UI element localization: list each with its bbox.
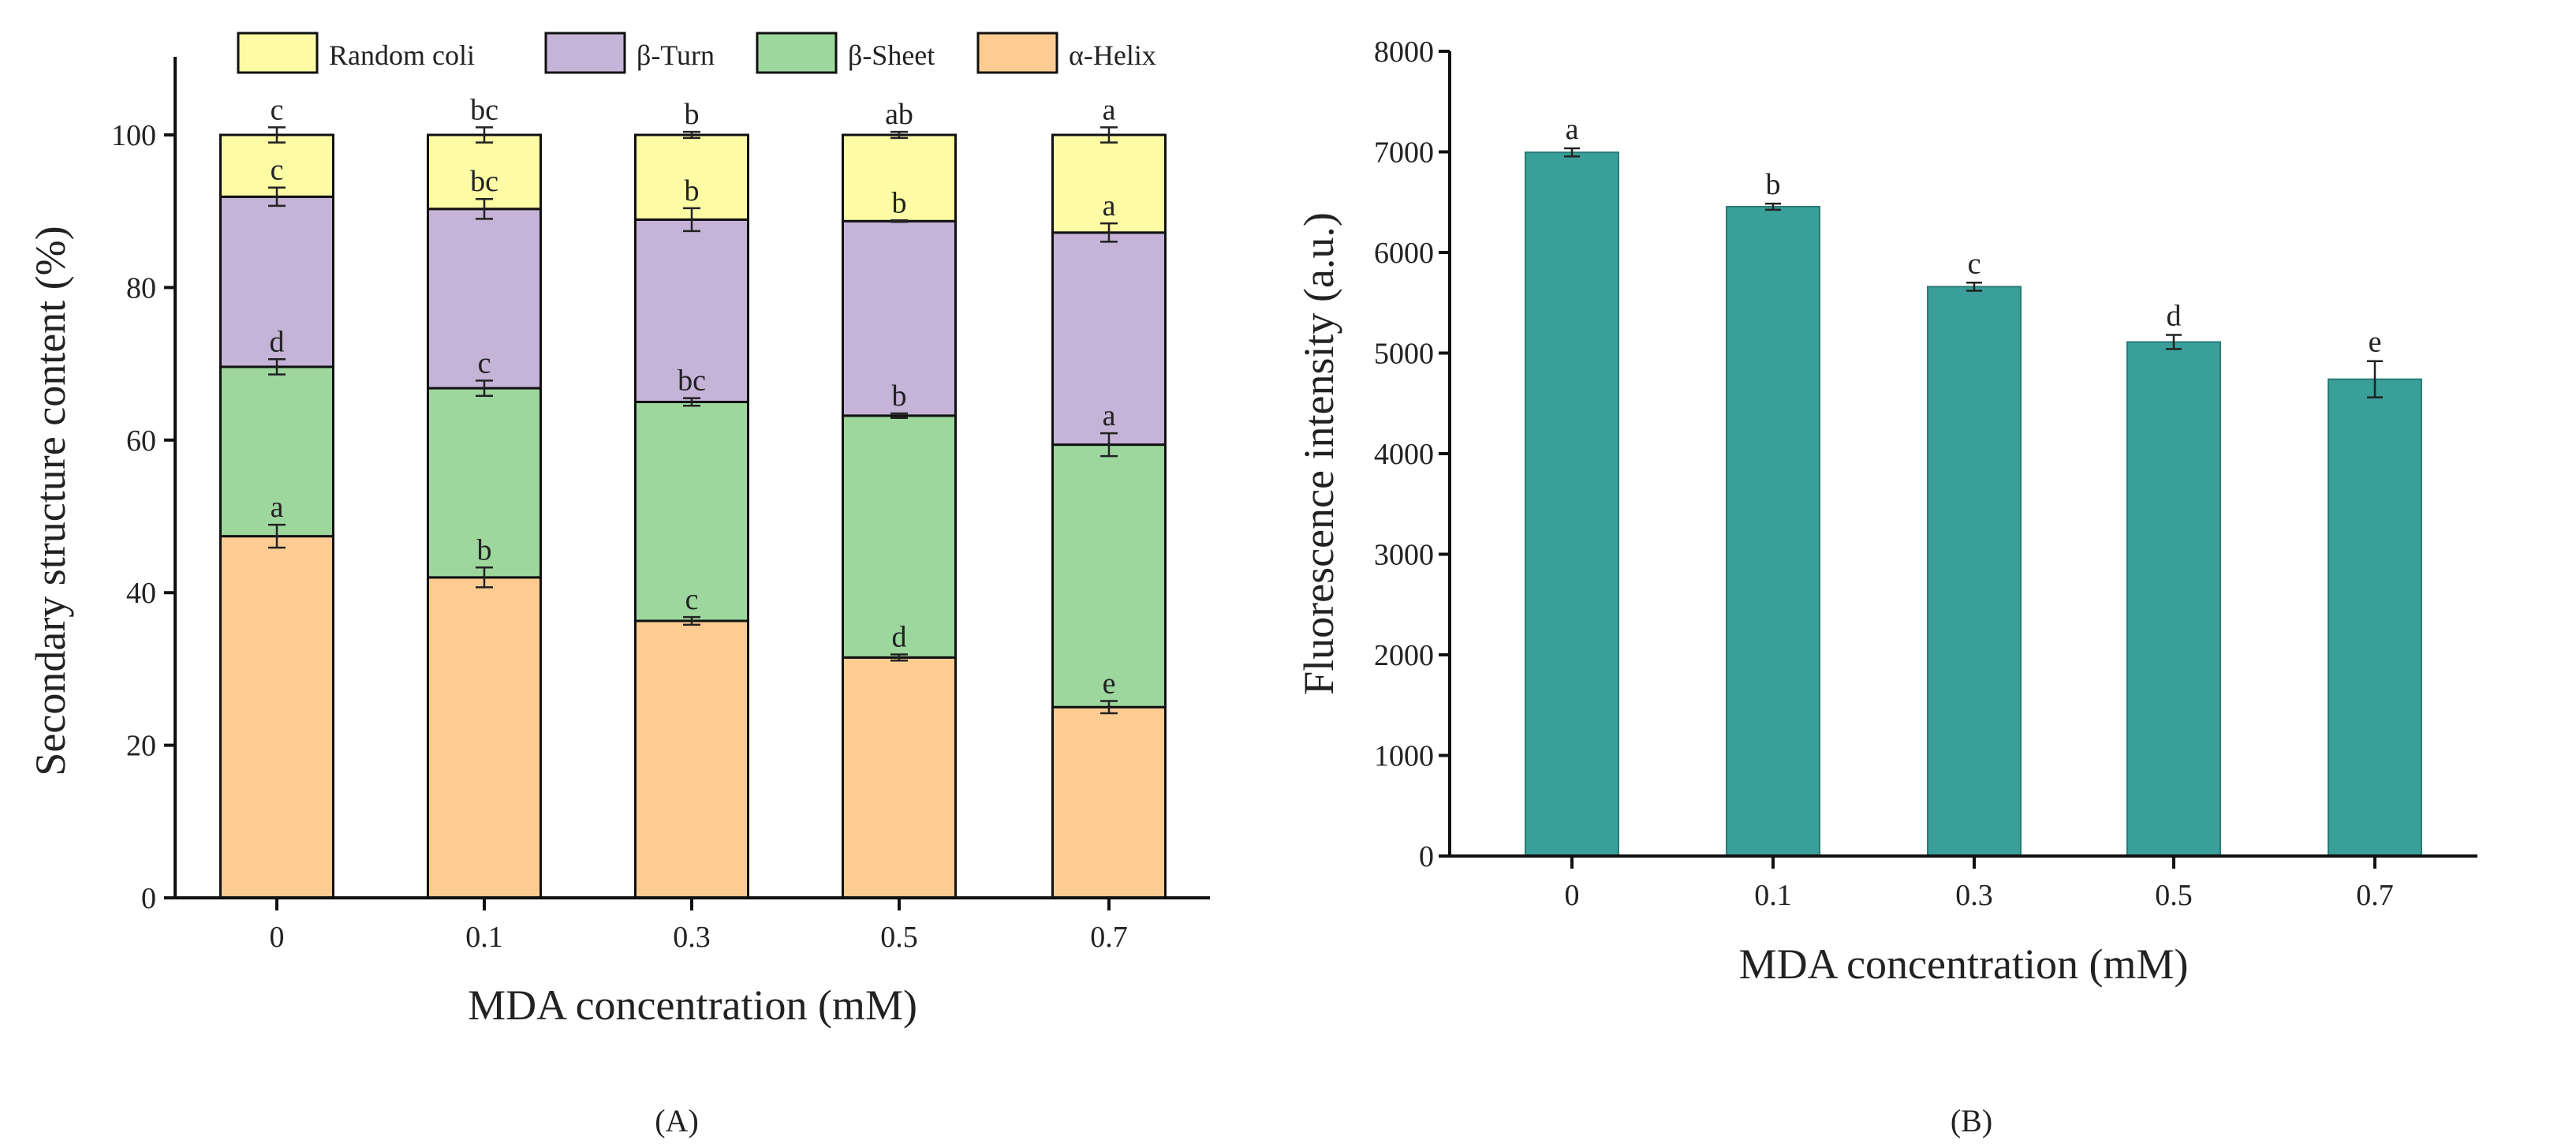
y-tick-label: 2000 [1374, 639, 1434, 672]
y-tick-label: 100 [111, 119, 156, 152]
significance-letter: b [685, 98, 700, 131]
x-axis-title: MDA concentration (mM) [468, 981, 917, 1029]
bar [2126, 341, 2221, 858]
bar [2328, 378, 2422, 857]
y-tick-label: 0 [1419, 840, 1434, 873]
bar [1525, 151, 1619, 857]
bar-segment-helix [842, 656, 957, 899]
x-tick-label: 0.7 [2356, 879, 2394, 912]
significance-letter: d [892, 621, 907, 654]
x-tick-label: 0.5 [880, 921, 918, 954]
bar-segment-sheet [427, 387, 542, 579]
significance-letter: c [271, 154, 284, 187]
bar-segment-helix [634, 619, 749, 899]
legend-swatch [544, 32, 626, 74]
bar-segment-sheet [842, 414, 957, 659]
significance-letter: b [892, 379, 907, 413]
x-tick-label: 0.3 [1955, 879, 1993, 912]
significance-letter: b [1766, 168, 1781, 201]
bar [1726, 205, 1820, 857]
x-tick-label: 0.1 [1754, 879, 1792, 912]
significance-letter: a [1103, 93, 1116, 126]
bar-segment-turn [842, 219, 957, 417]
legend-swatch [756, 32, 838, 74]
significance-letter: bc [470, 165, 498, 198]
x-tick-label: 0 [270, 921, 285, 954]
x-tick-label: 0.1 [465, 921, 503, 954]
bar [1927, 286, 2022, 858]
x-tick-label: 0.3 [673, 921, 711, 954]
significance-letter: bc [470, 93, 498, 126]
y-axis-title: Fluorescence intensity (a.u.) [1295, 212, 1342, 695]
bar-segment-randomcoli [427, 133, 542, 211]
bar-segment-helix [1051, 705, 1167, 899]
y-tick-label: 1000 [1374, 740, 1434, 773]
legend-label: α-Helix [1069, 39, 1156, 71]
significance-letter: b [892, 186, 907, 219]
significance-letter: bc [678, 365, 706, 398]
y-tick-label: 8000 [1374, 36, 1434, 69]
legend-swatch [976, 32, 1058, 74]
y-tick-label: 6000 [1374, 237, 1434, 270]
significance-letter: b [685, 174, 700, 207]
significance-letter: d [270, 325, 285, 358]
significance-letter: c [685, 583, 699, 616]
significance-letter: e [1103, 667, 1116, 701]
bar-segment-randomcoli [842, 133, 957, 222]
y-axis-title: Secondary structure content (%) [27, 226, 74, 776]
bar-segment-turn [219, 195, 334, 368]
y-tick-label: 7000 [1374, 136, 1434, 170]
legend-label: β-Turn [637, 39, 715, 71]
y-tick-label: 80 [126, 271, 156, 305]
significance-letter: a [1103, 399, 1116, 432]
panel-label: (A) [655, 1103, 699, 1138]
y-tick-label: 60 [126, 424, 156, 458]
panel-label: (B) [1951, 1103, 1992, 1138]
chart-b-fluorescence: a b c d e 0 1000 2000 3000 4000 5000 6000 7000 8000 0 0… [1295, 36, 2477, 1138]
significance-letter: ab [885, 98, 913, 131]
y-tick-label: 5000 [1374, 338, 1434, 371]
bar-segment-helix [427, 576, 542, 899]
y-tick-label: 4000 [1374, 438, 1434, 471]
significance-letter: a [1566, 113, 1579, 146]
x-tick-label: 0.5 [2155, 879, 2193, 912]
bar-segment-sheet [219, 365, 334, 538]
legend-label: Random coli [329, 39, 475, 71]
y-tick-label: 3000 [1374, 539, 1434, 572]
legend-label: β-Sheet [848, 39, 935, 71]
significance-letter: c [1968, 247, 1981, 280]
significance-letter: b [477, 533, 492, 566]
x-axis-title: MDA concentration (mM) [1739, 940, 2189, 988]
x-tick-label: 0.7 [1090, 921, 1128, 954]
y-tick-label: 0 [141, 882, 156, 915]
y-tick-label: 20 [126, 730, 156, 763]
significance-letter: e [2369, 326, 2382, 359]
significance-letter: a [271, 491, 284, 524]
significance-letter: d [2167, 300, 2182, 333]
significance-letter: c [478, 346, 491, 379]
significance-letter: c [271, 93, 284, 126]
y-tick-label: 40 [126, 577, 156, 610]
significance-letter: a [1103, 189, 1116, 222]
bar-segment-helix [219, 535, 334, 899]
bar-segment-turn [634, 218, 749, 403]
x-tick-label: 0 [1565, 879, 1580, 912]
legend-swatch [237, 32, 319, 74]
